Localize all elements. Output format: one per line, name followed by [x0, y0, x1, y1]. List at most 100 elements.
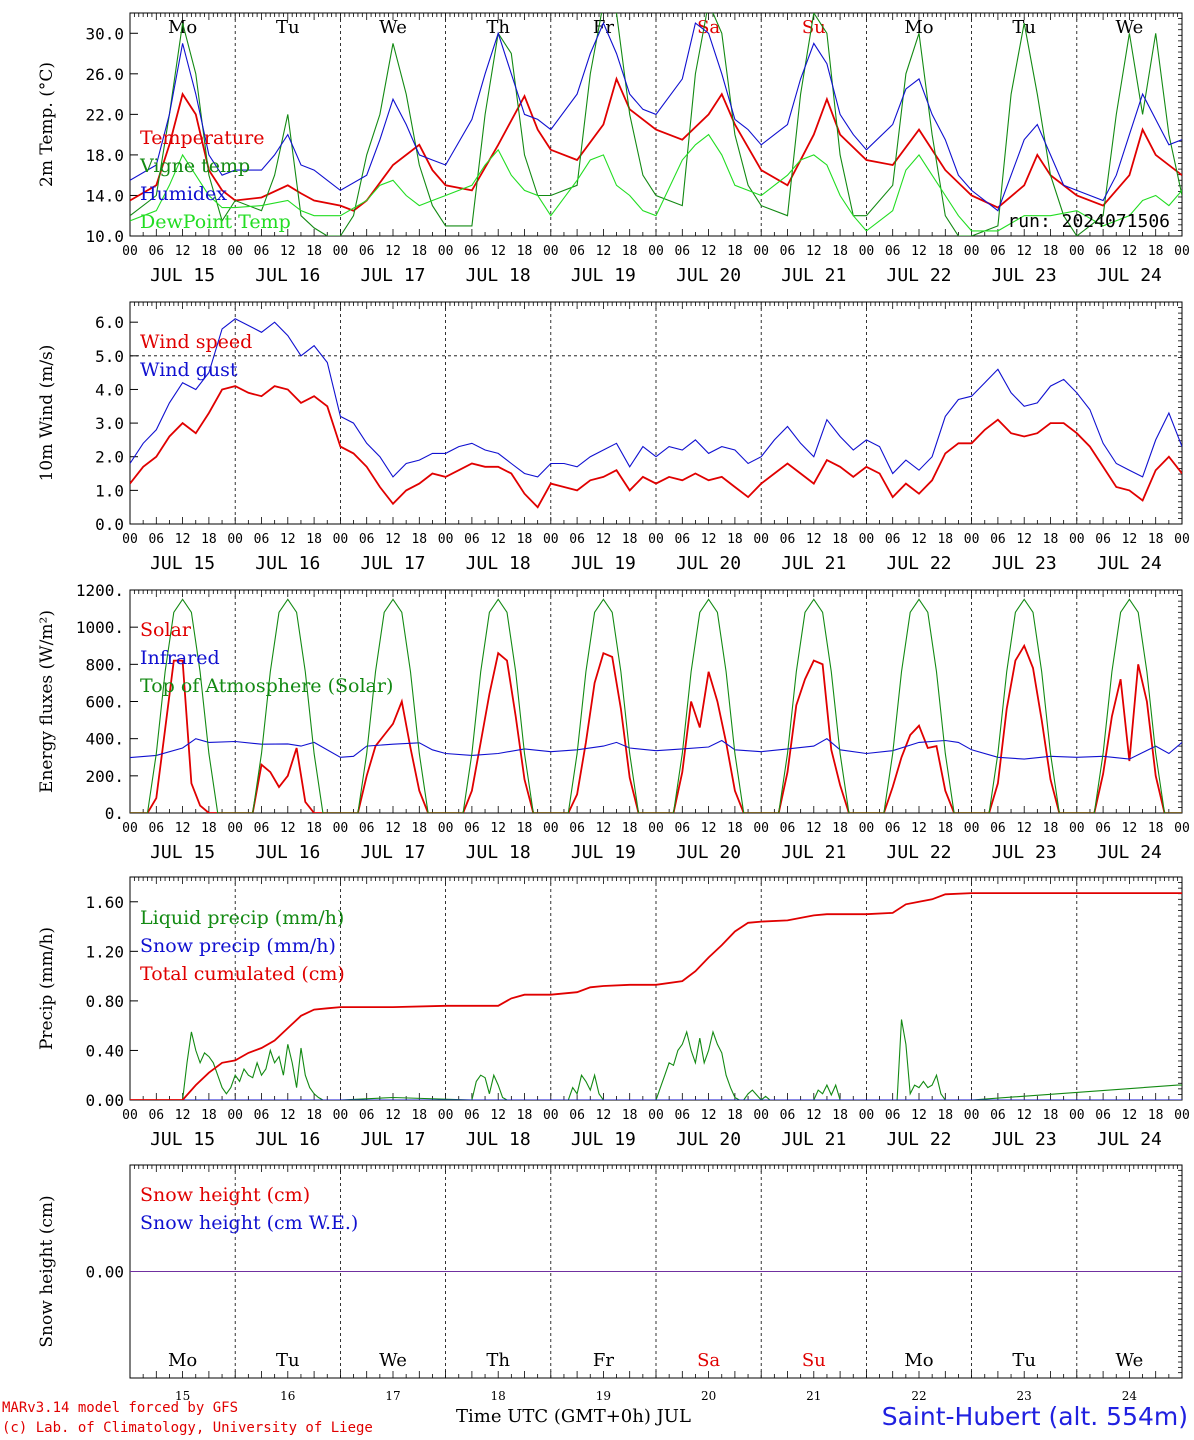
hour-tick-label: 00	[1069, 821, 1085, 836]
hour-tick-label: 12	[596, 1108, 612, 1123]
y-tick-label: 0.0	[95, 515, 124, 534]
hour-tick-label: 12	[701, 1108, 717, 1123]
hour-tick-label: 18	[622, 821, 638, 836]
hour-tick-label: 00	[964, 244, 980, 259]
weekday-label: Tu	[1012, 17, 1036, 38]
hour-tick-label: 18	[517, 1108, 533, 1123]
date-label: JUL 16	[255, 265, 320, 286]
weekday-label: Sa	[697, 1350, 720, 1371]
hour-tick-label: 06	[885, 821, 901, 836]
hour-tick-label: 12	[385, 821, 401, 836]
hour-tick-label: 06	[674, 1108, 690, 1123]
hour-tick-label: 06	[254, 1108, 270, 1123]
y-tick-label: 1200.	[76, 581, 124, 600]
plot-frame	[129, 12, 1183, 237]
legend-entry: DewPoint Temp	[140, 211, 291, 233]
hour-tick-label: 00	[753, 1108, 769, 1123]
hour-tick-label: 06	[148, 244, 164, 259]
hour-tick-label: 18	[1043, 532, 1059, 547]
y-tick-label: 0.80	[85, 992, 124, 1011]
hour-tick-label: 00	[543, 244, 559, 259]
hour-tick-label: 12	[385, 532, 401, 547]
hour-tick-label: 12	[911, 532, 927, 547]
hour-tick-label: 18	[411, 532, 427, 547]
y-tick-label: 0.	[105, 804, 124, 823]
date-label: JUL 20	[676, 842, 741, 863]
hour-tick-label: 12	[490, 244, 506, 259]
hour-tick-label: 12	[701, 244, 717, 259]
legend-entry: Vigne temp	[139, 155, 250, 177]
hour-tick-label: 06	[780, 1108, 796, 1123]
hour-tick-label: 06	[990, 532, 1006, 547]
y-axis-label: Snow height (cm)	[37, 1195, 57, 1347]
date-label: JUL 22	[886, 265, 951, 286]
hour-tick-label: 00	[122, 244, 138, 259]
hour-tick-label: 12	[1016, 532, 1032, 547]
hour-tick-label: 18	[937, 532, 953, 547]
hour-tick-label: 00	[648, 532, 664, 547]
weekday-label: Th	[486, 17, 510, 38]
hour-tick-label: 00	[964, 532, 980, 547]
hour-tick-label: 00	[859, 821, 875, 836]
y-tick-label: 10.0	[85, 227, 124, 246]
series-line-infrared	[130, 738, 1182, 760]
model-credit: MARv3.14 model forced by GFS	[2, 1400, 239, 1416]
hour-tick-label: 06	[885, 1108, 901, 1123]
date-label: JUL 23	[992, 1129, 1057, 1150]
date-label: JUL 19	[571, 842, 636, 863]
legend-entry: Liquid precip (mm/h)	[140, 907, 344, 929]
hour-tick-label: 06	[254, 244, 270, 259]
y-tick-label: 3.0	[95, 414, 124, 433]
hour-tick-label: 18	[1148, 244, 1164, 259]
hour-tick-label: 00	[1174, 821, 1190, 836]
hour-tick-label: 00	[122, 821, 138, 836]
legend-entry: Humidex	[140, 183, 227, 205]
hour-tick-label: 18	[727, 532, 743, 547]
hour-tick-label: 18	[411, 244, 427, 259]
legend-entry: Snow height (cm W.E.)	[140, 1212, 358, 1234]
y-tick-label: 200.	[85, 767, 124, 786]
weekday-label: Tu	[276, 1350, 300, 1371]
day-number-label: 16	[280, 1389, 295, 1403]
hour-tick-label: 18	[306, 244, 322, 259]
hour-tick-label: 06	[359, 1108, 375, 1123]
y-tick-label: 0.40	[85, 1041, 124, 1060]
hour-tick-label: 12	[806, 821, 822, 836]
hour-tick-label: 00	[333, 532, 349, 547]
y-axis-label: Precip (mm/h)	[37, 927, 57, 1050]
hour-tick-label: 00	[227, 532, 243, 547]
hour-tick-label: 06	[990, 821, 1006, 836]
hour-tick-label: 06	[1095, 821, 1111, 836]
date-label: JUL 24	[1097, 553, 1162, 574]
hour-tick-label: 12	[911, 244, 927, 259]
day-number-label: 19	[596, 1389, 611, 1403]
y-tick-label: 30.0	[85, 24, 124, 43]
day-number-label: 15	[175, 1389, 190, 1403]
hour-tick-label: 06	[359, 532, 375, 547]
series-group	[130, 13, 1182, 236]
date-label: JUL 19	[571, 553, 636, 574]
hour-tick-label: 06	[148, 821, 164, 836]
weekday-label: Tu	[276, 17, 300, 38]
date-label: JUL 17	[360, 842, 425, 863]
day-number-label: 22	[911, 1389, 926, 1403]
hour-tick-label: 06	[990, 244, 1006, 259]
y-tick-label: 0.00	[85, 1091, 124, 1110]
legend-entry: Solar	[140, 619, 192, 641]
hour-tick-label: 12	[1122, 1108, 1138, 1123]
hour-tick-label: 00	[543, 1108, 559, 1123]
hour-tick-label: 00	[227, 821, 243, 836]
date-label: JUL 23	[992, 553, 1057, 574]
date-label: JUL 21	[781, 1129, 846, 1150]
hour-tick-label: 12	[1122, 244, 1138, 259]
hour-tick-label: 00	[1174, 532, 1190, 547]
hour-tick-label: 18	[201, 1108, 217, 1123]
temperature-panel: 10.0 14.0 18.0 22.0 26.0 30.0 2m Temp. (°C) 00 0…	[37, 12, 1190, 286]
energy-flux-panel: 0. 200. 400. 600. 800. 1000. 1200. Energy fluxe…	[37, 581, 1190, 863]
hour-tick-label: 00	[333, 244, 349, 259]
hour-tick-label: 12	[1016, 244, 1032, 259]
hour-tick-label: 06	[780, 244, 796, 259]
day-number-label: 21	[806, 1389, 821, 1403]
day-number-label: 23	[1017, 1389, 1032, 1403]
legend-entry: Temperature	[140, 127, 264, 149]
